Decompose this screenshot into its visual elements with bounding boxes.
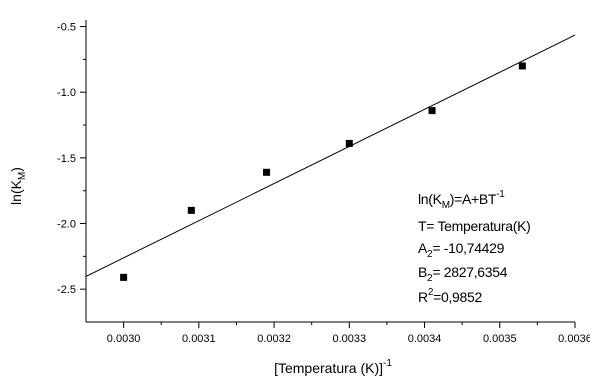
data-point [263, 168, 271, 176]
y-tick-label: -2.5 [57, 284, 76, 296]
annotation-equation-b: )=A+BT [450, 191, 497, 207]
annotation-b2: B2= 2827,6354 [418, 264, 508, 284]
fit-line [85, 34, 576, 277]
annotation-equation-sub: M [442, 200, 450, 211]
x-ticks: 0.0030 0.0031 0.0032 0.0033 0.0034 0.0035 0.00… [107, 322, 590, 345]
y-axis-title-sub: M [17, 172, 28, 180]
y-tick-label: -1.5 [57, 153, 76, 165]
data-point [345, 139, 353, 147]
x-tick-label: 0.0030 [107, 333, 141, 345]
axes [85, 20, 575, 323]
x-tick-label: 0.0031 [182, 333, 216, 345]
annotation-equation: ln(KM)=A+BT-1 [418, 189, 505, 211]
y-tick-label: -1.0 [57, 87, 76, 99]
annotation-a2: A2= -10,74429 [418, 240, 505, 260]
annotation-equation-a: ln(K [418, 191, 443, 207]
annotation-a2-a: A [418, 240, 428, 256]
x-axis-title-main: [Temperatura (K)] [274, 360, 383, 376]
x-axis-title-sup: -1 [383, 358, 392, 369]
y-axis-title-pre: ln(K [8, 179, 24, 205]
x-tick-label: 0.0036 [558, 333, 590, 345]
y-tick-label: -0.5 [57, 22, 76, 34]
annotation-a2-sub: 2 [427, 249, 433, 260]
y-ticks: -2.5 -2.0 -1.5 -1.0 -0.5 [57, 22, 86, 296]
data-points [120, 62, 526, 281]
data-point [187, 206, 195, 214]
y-tick-label: -2.0 [57, 219, 76, 231]
y-axis-title: ln(KM) [8, 167, 28, 205]
annotation-b2-a: B [418, 264, 427, 280]
data-point [518, 62, 526, 70]
x-tick-label: 0.0032 [257, 333, 291, 345]
x-tick-label: 0.0034 [408, 333, 442, 345]
x-tick-label: 0.0033 [332, 333, 366, 345]
x-tick-label: 0.0035 [483, 333, 517, 345]
data-point [428, 107, 436, 115]
annotation-r2-sup: 2 [428, 287, 434, 298]
annotation-equation-sup: -1 [496, 189, 505, 200]
annotation-r2: R2=0,9852 [418, 287, 482, 305]
x-axis-title: [Temperatura (K)]-1 [274, 358, 392, 376]
annotation-a2-b: = -10,74429 [432, 240, 504, 256]
annotation-b2-b: = 2827,6354 [432, 264, 507, 280]
annotation-r2-a: R [418, 289, 428, 305]
annotation-temperature: T= Temperatura(K) [418, 218, 531, 234]
fit-annotation: ln(KM)=A+BT-1 T= Temperatura(K) A2= -10,… [418, 189, 531, 305]
annotation-b2-sub: 2 [427, 273, 433, 284]
annotation-r2-b: =0,9852 [433, 289, 482, 305]
y-axis-title-post: ) [8, 167, 24, 172]
data-point [120, 273, 128, 281]
